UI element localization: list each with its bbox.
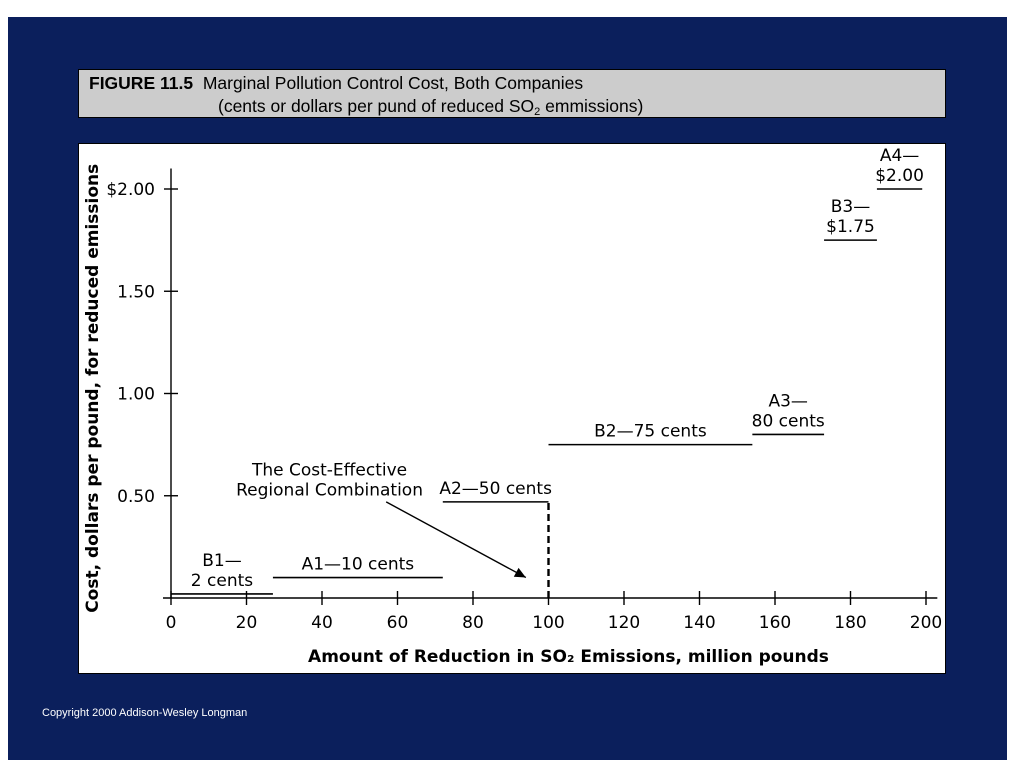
figure-title-box: FIGURE 11.5 Marginal Pollution Control C… (78, 69, 946, 118)
x-tick-label-120: 120 (608, 613, 640, 633)
y-axis-title: Cost, dollars per pound, for reduced emi… (83, 164, 103, 613)
x-tick-label-80: 80 (462, 613, 484, 633)
annotation-arrow-line (385, 501, 527, 579)
annotation-arrow-head (513, 567, 526, 578)
copyright-notice: Copyright 2000 Addison-Wesley Longman (42, 707, 248, 719)
x-tick-label-60: 60 (387, 613, 409, 633)
segment-label-b3-1: $1.75 (826, 217, 875, 237)
segment-label-a3-1: 80 cents (752, 411, 825, 431)
figure-title-line1: FIGURE 11.5 Marginal Pollution Control C… (89, 73, 583, 94)
segment-label-a1-0: A1—10 cents (302, 555, 415, 575)
figure-subtitle-subscript: 2 (534, 106, 541, 118)
segment-label-b2-0: B2—75 cents (594, 422, 707, 442)
figure-subtitle-prefix: (cents or dollars per pund of reduced SO (218, 96, 535, 116)
segment-label-a3-0: A3— (768, 391, 807, 411)
y-tick-label-0: 0.50 (117, 487, 155, 507)
x-tick-label-180: 180 (834, 613, 866, 633)
x-tick-label-160: 160 (759, 613, 791, 633)
x-tick-label-40: 40 (311, 613, 333, 633)
segment-label-b3-0: B3— (831, 197, 870, 217)
figure-title-text: Marginal Pollution Control Cost, Both Co… (202, 73, 584, 93)
x-tick-label-140: 140 (683, 613, 715, 633)
x-tick-label-100: 100 (532, 613, 564, 633)
x-tick-label-200: 200 (910, 613, 942, 633)
x-tick-label-20: 20 (236, 613, 258, 633)
cost-chart: 0 20 40 60 80 100 120 140 160 180 200 0.50 1.00 1.50 $… (83, 146, 942, 667)
x-axis-title: Amount of Reduction in SO₂ Emissions, mi… (308, 647, 829, 667)
annotation-line-0: The Cost-Effective (251, 460, 407, 480)
segment-label-a2-0: A2—50 cents (439, 479, 552, 499)
figure-subtitle-suffix: emmissions) (540, 96, 644, 116)
segment-label-a4-1: $2.00 (875, 166, 924, 186)
figure-subtitle: (cents or dollars per pund of reduced SO… (218, 96, 643, 118)
annotation-line-1: Regional Combination (236, 480, 423, 500)
segment-label-b1-1: 2 cents (191, 571, 253, 591)
segment-label-a4-0: A4— (880, 146, 919, 166)
x-tick-label-0: 0 (166, 613, 177, 633)
figure-number: FIGURE 11.5 (89, 73, 194, 93)
y-tick-label-3: $2.00 (106, 180, 155, 200)
segment-label-b1-0: B1— (202, 551, 241, 571)
chart-panel: 0 20 40 60 80 100 120 140 160 180 200 0.50 1.00 1.50 $… (78, 143, 946, 674)
y-tick-label-2: 1.50 (117, 282, 155, 302)
y-tick-label-1: 1.00 (117, 385, 155, 405)
